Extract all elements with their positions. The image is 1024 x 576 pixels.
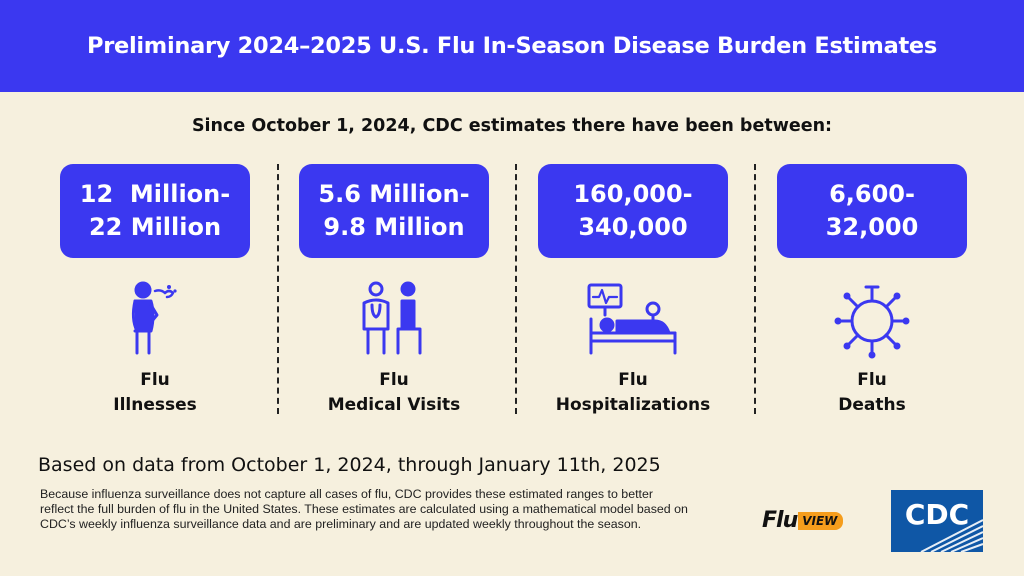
- title-banner: Preliminary 2024–2025 U.S. Flu In-Season…: [0, 0, 1024, 92]
- label-line-2: Hospitalizations: [555, 395, 711, 415]
- divider: [277, 164, 279, 414]
- label-line-1: Flu: [857, 370, 887, 390]
- hospital-bed-icon: [538, 274, 728, 364]
- doctor-patient-icon: [299, 274, 489, 364]
- stat-range-box: 12 Million- 22 Million: [60, 164, 250, 258]
- stat-range-box: 160,000- 340,000: [538, 164, 728, 258]
- stat-label: Flu Illnesses: [60, 368, 250, 418]
- divider: [754, 164, 756, 414]
- range-line-1: 6,600-: [829, 180, 915, 208]
- fluview-flu: Flu: [762, 508, 798, 533]
- label-line-2: Deaths: [838, 395, 906, 415]
- range-line-2: 22 Million: [88, 213, 222, 241]
- stat-deaths: 6,600- 32,000 Flu Deaths: [777, 164, 967, 415]
- stat-label: Flu Deaths: [777, 368, 967, 418]
- label-line-1: Flu: [618, 370, 648, 390]
- range-line-2: 32,000: [825, 213, 919, 241]
- methodology-note: Because influenza surveillance does not …: [40, 487, 688, 531]
- stat-medical-visits: 5.6 Million- 9.8 Million Flu Medical Vis…: [299, 164, 489, 415]
- intro-text: Since October 1, 2024, CDC estimates the…: [191, 116, 833, 136]
- page-title: Preliminary 2024–2025 U.S. Flu In-Season…: [87, 33, 937, 59]
- sick-person-icon: [60, 274, 250, 364]
- range-line-1: 160,000-: [573, 180, 693, 208]
- stat-label: Flu Medical Visits: [299, 368, 489, 418]
- virus-icon: [777, 274, 967, 364]
- cdc-logo-text: CDC: [905, 498, 969, 531]
- range-line-1: 5.6 Million-: [318, 180, 470, 208]
- fluview-logo: Flu VIEW: [762, 508, 844, 533]
- range-line-1: 12 Million-: [79, 180, 231, 208]
- stat-label: Flu Hospitalizations: [538, 368, 728, 418]
- stat-range-box: 6,600- 32,000: [777, 164, 967, 258]
- range-line-2: 340,000: [578, 213, 688, 241]
- label-line-1: Flu: [379, 370, 409, 390]
- label-line-2: Medical Visits: [327, 395, 461, 415]
- cdc-logo: CDC: [891, 490, 984, 553]
- divider: [515, 164, 517, 414]
- label-line-2: Illnesses: [113, 395, 197, 415]
- data-period: Based on data from October 1, 2024, thro…: [38, 454, 661, 476]
- label-line-1: Flu: [140, 370, 170, 390]
- stat-range-box: 5.6 Million- 9.8 Million: [299, 164, 489, 258]
- range-line-2: 9.8 Million: [323, 213, 465, 241]
- fluview-view: VIEW: [798, 511, 844, 530]
- stat-hospitalizations: 160,000- 340,000 Flu Hospitalizations: [538, 164, 728, 415]
- stat-illnesses: 12 Million- 22 Million Flu Illnesses: [60, 164, 250, 415]
